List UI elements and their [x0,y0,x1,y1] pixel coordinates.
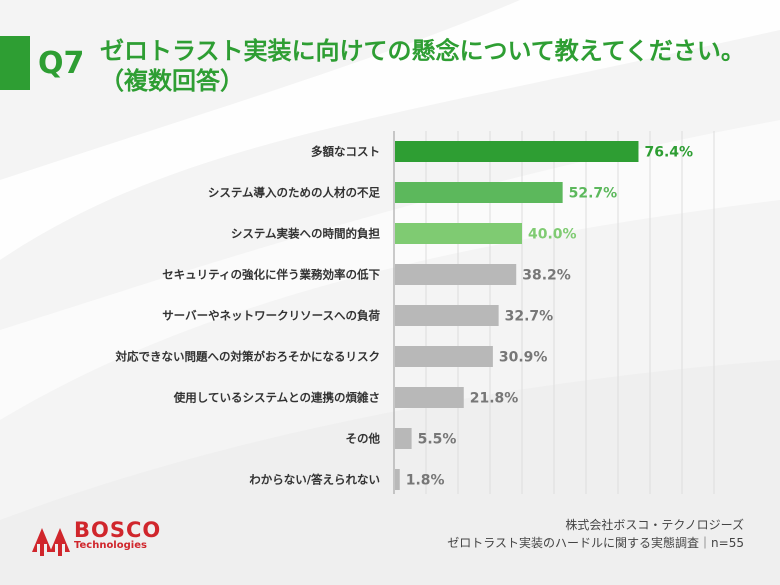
question-number: Q7 [38,46,85,81]
value-label: 30.9% [499,350,548,366]
category-label: 対応できない問題への対策がおろそかになるリスク [115,350,381,364]
brand-name: BOSCO [74,518,162,542]
question-title-line2: （複数回答） [100,67,244,95]
question-title: ゼロトラスト実装に向けての懸念について教えてください。 （複数回答） [100,36,770,96]
category-label: その他 [346,432,381,446]
value-label: 52.7% [569,186,618,202]
bosco-logo-icon [32,528,70,556]
value-label: 5.5% [418,432,457,448]
bar [395,223,522,244]
category-label: 多額なコスト [311,145,380,159]
bar [395,264,517,285]
bar [395,305,499,326]
footer-survey: ゼロトラスト実装のハードルに関する実態調査｜n=55 [447,536,744,550]
bar [395,469,400,490]
category-label: システム導入のための人材の不足 [208,186,381,200]
brand-sub: Technologies [74,540,147,551]
value-label: 1.8% [406,473,445,489]
value-label: 38.2% [522,268,571,284]
question-badge: Q7 [0,36,92,90]
value-label: 76.4% [644,145,693,161]
question-title-line1: ゼロトラスト実装に向けての懸念について教えてください。 [100,37,745,65]
bar [395,387,464,408]
category-label: セキュリティの強化に伴う業務効率の低下 [162,268,380,282]
question-badge-bar [0,36,30,90]
value-label: 40.0% [528,227,577,243]
category-label: システム実装への時間的負担 [231,227,381,241]
footer: 株式会社ボスコ・テクノロジーズ ゼロトラスト実装のハードルに関する実態調査｜n=… [447,516,744,552]
category-label: 使用しているシステムとの連携の煩雑さ [173,391,380,405]
category-label: サーバーやネットワークリソースへの負荷 [162,309,380,323]
bar [395,428,412,449]
bar [395,346,493,367]
bar [395,182,563,203]
value-label: 32.7% [505,309,554,325]
category-label: わからない/答えられない [249,473,380,487]
value-label: 21.8% [470,391,519,407]
bar [395,141,639,162]
footer-company: 株式会社ボスコ・テクノロジーズ [565,518,744,532]
